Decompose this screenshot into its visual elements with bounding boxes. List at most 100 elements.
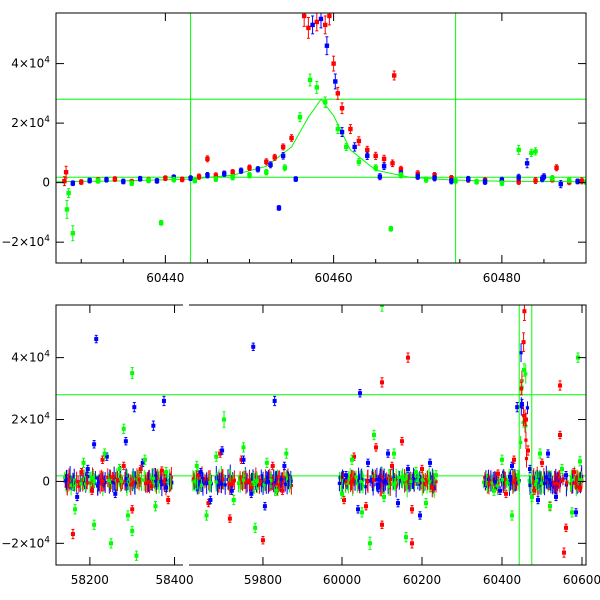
data-point <box>92 522 97 527</box>
band-point <box>279 477 283 482</box>
data-point <box>522 368 526 372</box>
data-point <box>188 175 193 181</box>
blue-series <box>70 13 580 211</box>
data-point <box>63 170 69 175</box>
band-point <box>124 477 128 481</box>
x-tick-label: 60480 <box>483 271 521 285</box>
band-point <box>244 480 248 485</box>
season-edge-error-bar <box>170 479 172 492</box>
data-point <box>566 178 572 183</box>
band-point <box>391 482 395 486</box>
band-point <box>96 484 100 488</box>
data-point <box>381 156 387 162</box>
band-point <box>274 477 279 482</box>
band-point <box>251 480 255 484</box>
band-point <box>271 481 276 485</box>
data-point <box>538 451 542 456</box>
data-point <box>391 73 397 78</box>
band-point <box>151 476 156 480</box>
band-point <box>344 479 348 484</box>
band-point <box>354 475 358 479</box>
band-point <box>73 483 77 487</box>
y-tick-label: 4×104 <box>11 350 50 365</box>
data-point <box>519 386 524 391</box>
band-point <box>126 480 130 484</box>
data-point <box>158 220 164 226</box>
x-tick-label: 60460 <box>315 271 353 285</box>
band-point <box>525 406 530 410</box>
data-point <box>516 473 520 478</box>
band-point <box>357 485 362 489</box>
data-point <box>79 470 84 475</box>
band-point <box>364 485 368 489</box>
data-point <box>213 176 219 182</box>
data-point <box>192 178 198 183</box>
data-point <box>388 226 394 231</box>
band-point <box>521 413 526 418</box>
data-point <box>366 460 370 465</box>
data-point <box>310 22 315 28</box>
data-point <box>121 426 126 431</box>
band-point <box>482 480 486 484</box>
data-point <box>564 525 568 530</box>
band-point <box>531 481 535 485</box>
data-point <box>356 138 362 144</box>
axis-break-bottom <box>183 564 189 567</box>
band-point <box>396 475 401 479</box>
band-point <box>133 481 137 485</box>
band-point <box>493 480 497 484</box>
band-point <box>259 479 263 483</box>
band-point <box>85 477 89 482</box>
data-point <box>578 459 582 464</box>
band-point <box>420 478 424 482</box>
band-point <box>131 480 135 484</box>
data-point <box>396 501 400 506</box>
data-point <box>264 460 269 465</box>
band-point <box>107 478 111 483</box>
band-point <box>76 479 80 484</box>
season-edge-error-bar <box>485 473 488 486</box>
band-point <box>353 480 357 484</box>
band-point <box>544 475 548 479</box>
data-point <box>284 451 289 456</box>
band-point <box>228 482 232 486</box>
data-point <box>390 161 395 166</box>
band-point <box>223 483 227 487</box>
band-point <box>264 480 268 485</box>
data-point <box>424 501 428 506</box>
data-point <box>352 454 356 459</box>
data-point <box>159 468 164 473</box>
band-point <box>254 479 259 483</box>
band-point <box>64 478 69 482</box>
data-point <box>222 171 227 176</box>
band-point <box>385 477 389 481</box>
band-point <box>221 477 225 482</box>
data-point <box>140 460 145 465</box>
band-point <box>378 478 382 482</box>
band-point <box>191 479 195 483</box>
data-point <box>214 454 219 459</box>
data-point <box>100 457 105 462</box>
data-point <box>453 178 458 184</box>
data-point <box>280 144 286 150</box>
data-point <box>352 144 357 150</box>
data-point <box>121 463 126 468</box>
data-point <box>238 168 244 173</box>
data-point <box>406 355 410 360</box>
data-point <box>372 433 376 437</box>
data-point <box>205 156 210 162</box>
band-point <box>230 482 234 486</box>
data-point <box>109 541 114 546</box>
data-point <box>87 178 92 183</box>
data-point <box>432 175 437 181</box>
data-point <box>540 176 545 181</box>
bottom-frame-rect <box>55 304 587 566</box>
band-point <box>63 476 67 480</box>
data-point <box>373 153 378 159</box>
data-point <box>482 179 488 184</box>
band-point <box>145 480 149 485</box>
band-point <box>393 481 398 485</box>
data-point <box>423 177 429 182</box>
band-point <box>384 480 388 484</box>
band-point <box>351 477 355 481</box>
